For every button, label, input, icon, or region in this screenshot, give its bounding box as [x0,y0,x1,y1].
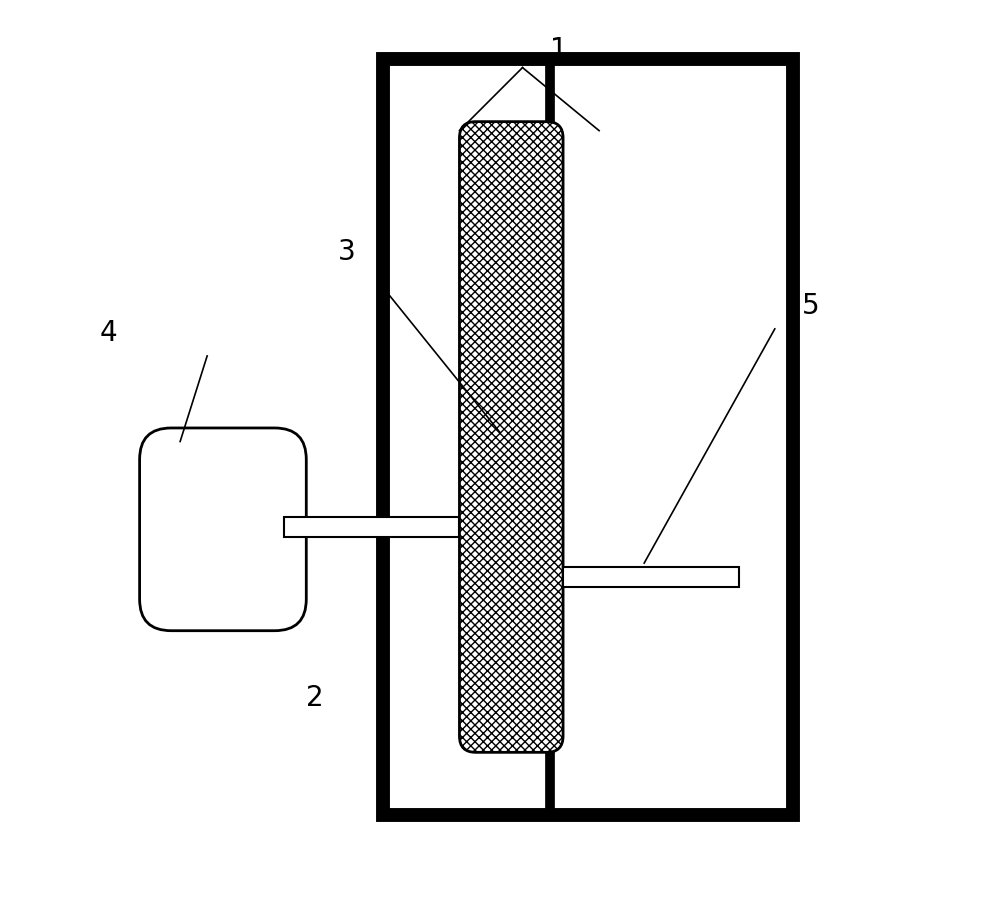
Text: 1: 1 [550,35,567,64]
FancyBboxPatch shape [459,122,563,752]
Bar [383,59,793,815]
FancyBboxPatch shape [140,428,306,631]
Text: 4: 4 [99,319,117,348]
Text: 3: 3 [338,238,356,267]
Bar [563,567,739,587]
Bar [284,517,459,537]
Text: 5: 5 [802,292,820,321]
Text: 2: 2 [306,684,324,713]
